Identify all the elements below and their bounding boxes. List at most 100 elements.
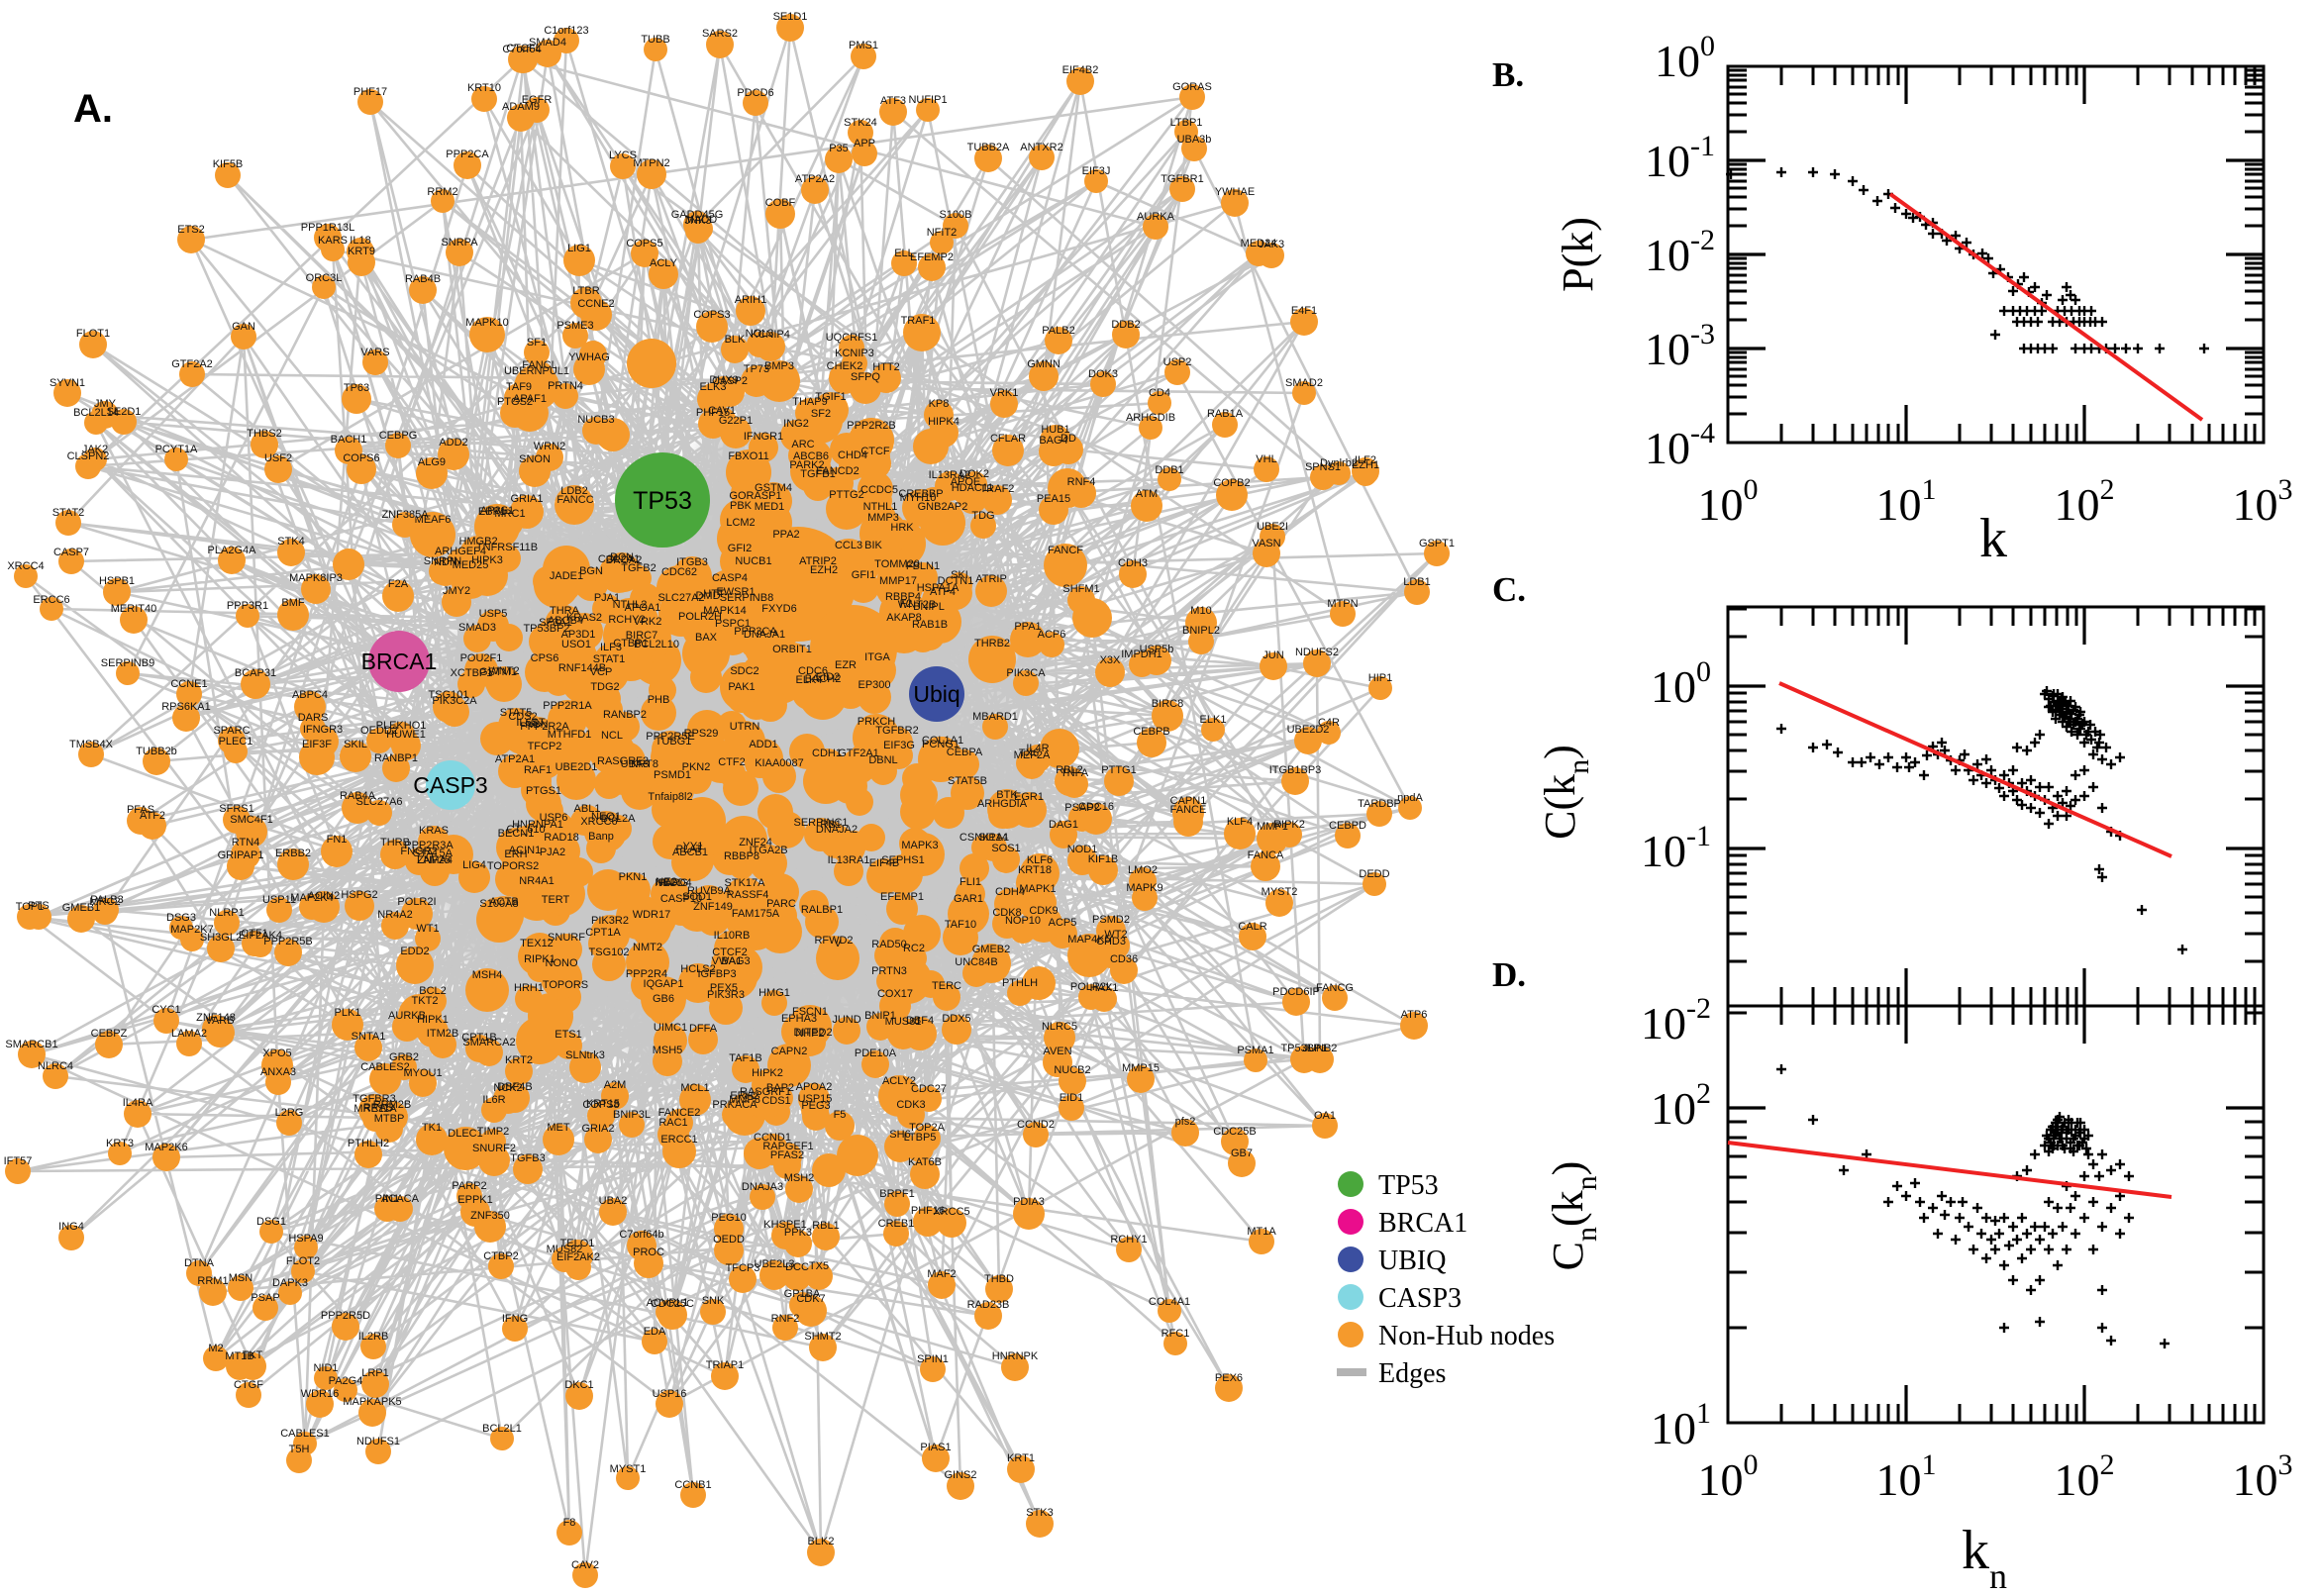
svg-text:STAT5B: STAT5B: [948, 775, 987, 787]
svg-text:BRCA2: BRCA2: [606, 554, 643, 566]
svg-text:ATP2A1: ATP2A1: [495, 753, 535, 765]
svg-text:ELL: ELL: [894, 248, 914, 259]
svg-text:NFIT2: NFIT2: [927, 227, 958, 239]
svg-text:TDG: TDG: [971, 510, 994, 522]
svg-text:CPS6: CPS6: [531, 652, 559, 664]
svg-text:MTHFD1: MTHFD1: [548, 729, 592, 741]
svg-text:RBL2: RBL2: [1056, 764, 1083, 776]
svg-text:DNAJA1: DNAJA1: [744, 629, 785, 641]
svg-text:RALBP1: RALBP1: [801, 904, 843, 916]
svg-text:BACH2: BACH2: [805, 673, 842, 685]
svg-text:USO1: USO1: [561, 639, 591, 650]
svg-text:RAC1: RAC1: [658, 1117, 687, 1129]
svg-text:KARS: KARS: [318, 235, 348, 247]
svg-text:L2RG: L2RG: [275, 1107, 304, 1119]
svg-text:COPS3: COPS3: [693, 309, 730, 321]
svg-text:ORC3L: ORC3L: [306, 272, 343, 284]
svg-text:PDIA3: PDIA3: [1013, 1196, 1045, 1208]
svg-text:PARP2: PARP2: [452, 1180, 486, 1192]
svg-text:POLR2I: POLR2I: [397, 896, 436, 908]
svg-text:RNF4: RNF4: [1067, 476, 1096, 488]
svg-text:ORBIT1: ORBIT1: [772, 644, 812, 655]
svg-text:103: 103: [2233, 1448, 2293, 1505]
svg-text:GORASP1: GORASP1: [729, 490, 781, 502]
svg-text:CD36: CD36: [1110, 953, 1138, 965]
svg-text:HTT2: HTT2: [872, 361, 900, 373]
svg-text:KLF4: KLF4: [1227, 816, 1253, 828]
svg-text:FANCE2: FANCE2: [658, 1107, 701, 1119]
svg-text:PJA1: PJA1: [594, 592, 620, 604]
svg-text:BRCA1: BRCA1: [361, 648, 438, 674]
svg-text:G22P1: G22P1: [719, 415, 753, 427]
svg-text:BCL2: BCL2: [419, 985, 447, 997]
svg-text:PRKCH: PRKCH: [858, 716, 896, 728]
svg-text:PEX6: PEX6: [1215, 1372, 1243, 1384]
svg-text:GB6: GB6: [653, 993, 674, 1005]
svg-text:CEBPG: CEBPG: [379, 430, 418, 442]
svg-text:EPHA3: EPHA3: [781, 1013, 817, 1025]
svg-text:PIK3CA: PIK3CA: [1006, 667, 1046, 679]
svg-text:SF3A1: SF3A1: [539, 617, 572, 629]
svg-text:LMO2: LMO2: [1128, 864, 1158, 876]
svg-text:DSG1: DSG1: [256, 1216, 286, 1228]
svg-text:VCP: VCP: [590, 666, 613, 678]
svg-text:GRB2: GRB2: [389, 1051, 419, 1063]
svg-text:ING2: ING2: [783, 418, 809, 430]
svg-text:SH6: SH6: [889, 1129, 910, 1141]
svg-text:UBE2I: UBE2I: [1257, 521, 1288, 533]
svg-text:KIF1B: KIF1B: [1088, 853, 1119, 865]
svg-text:HRK: HRK: [890, 522, 914, 534]
svg-text:SF2: SF2: [811, 408, 831, 420]
svg-text:CREB1: CREB1: [878, 1218, 915, 1230]
svg-text:NUCB1: NUCB1: [735, 555, 771, 567]
svg-text:EP300: EP300: [858, 679, 890, 691]
svg-text:ILF2: ILF2: [1355, 454, 1376, 466]
svg-text:TUBB2b: TUBB2b: [136, 746, 177, 757]
svg-text:BMF: BMF: [281, 597, 305, 609]
svg-text:MET: MET: [547, 1122, 570, 1134]
svg-text:GAR1: GAR1: [954, 893, 983, 905]
svg-text:ATP6: ATP6: [1401, 1009, 1428, 1021]
svg-text:TRAF1: TRAF1: [901, 315, 936, 327]
svg-text:PDE10A: PDE10A: [855, 1047, 897, 1059]
svg-text:k: k: [1979, 508, 2007, 569]
svg-text:PROC: PROC: [633, 1247, 664, 1258]
svg-text:CDH1: CDH1: [812, 748, 842, 759]
svg-text:UBE2D2: UBE2D2: [1287, 724, 1330, 736]
svg-text:BIK: BIK: [864, 540, 882, 551]
svg-text:NR4A2: NR4A2: [377, 909, 412, 921]
svg-text:pfs2: pfs2: [1175, 1116, 1196, 1128]
svg-text:MAP2K6: MAP2K6: [145, 1142, 187, 1153]
svg-text:CTF2: CTF2: [718, 756, 746, 768]
svg-text:HAX1: HAX1: [1090, 982, 1119, 994]
svg-text:IFNGR1: IFNGR1: [744, 431, 783, 443]
svg-text:PPK3: PPK3: [784, 1227, 812, 1239]
svg-text:LRP1: LRP1: [361, 1367, 389, 1379]
svg-text:WT2: WT2: [1104, 929, 1127, 941]
svg-text:LTBP1: LTBP1: [1170, 117, 1203, 129]
svg-text:PTTG2: PTTG2: [829, 489, 863, 501]
svg-text:PEX5: PEX5: [710, 982, 738, 994]
svg-text:USF2: USF2: [264, 452, 292, 464]
svg-text:CDK3: CDK3: [896, 1099, 925, 1111]
svg-text:TP53BP2: TP53BP2: [523, 623, 569, 635]
svg-text:GRIA1: GRIA1: [510, 493, 543, 505]
svg-text:10-4: 10-4: [1645, 417, 1715, 473]
svg-text:TP53: TP53: [1378, 1170, 1439, 1201]
svg-text:CCNE1: CCNE1: [170, 678, 207, 690]
svg-text:CHD4: CHD4: [838, 449, 867, 461]
svg-text:TUBB2A: TUBB2A: [967, 142, 1010, 153]
svg-text:10-1: 10-1: [1645, 130, 1715, 186]
svg-text:JADE1: JADE1: [550, 570, 583, 582]
svg-text:MT1A: MT1A: [1247, 1226, 1276, 1238]
svg-text:CPT1B: CPT1B: [461, 1032, 496, 1044]
svg-text:MSN: MSN: [229, 1272, 253, 1284]
svg-text:DMD: DMD: [695, 590, 720, 602]
svg-text:A.: A.: [73, 87, 113, 131]
svg-text:P35: P35: [829, 143, 849, 154]
svg-text:PSMD2: PSMD2: [1092, 914, 1130, 926]
svg-text:TP53: TP53: [633, 487, 692, 515]
svg-text:V: V: [834, 938, 842, 949]
svg-text:JMY2: JMY2: [443, 585, 470, 597]
svg-text:ACTB: ACTB: [489, 896, 518, 908]
